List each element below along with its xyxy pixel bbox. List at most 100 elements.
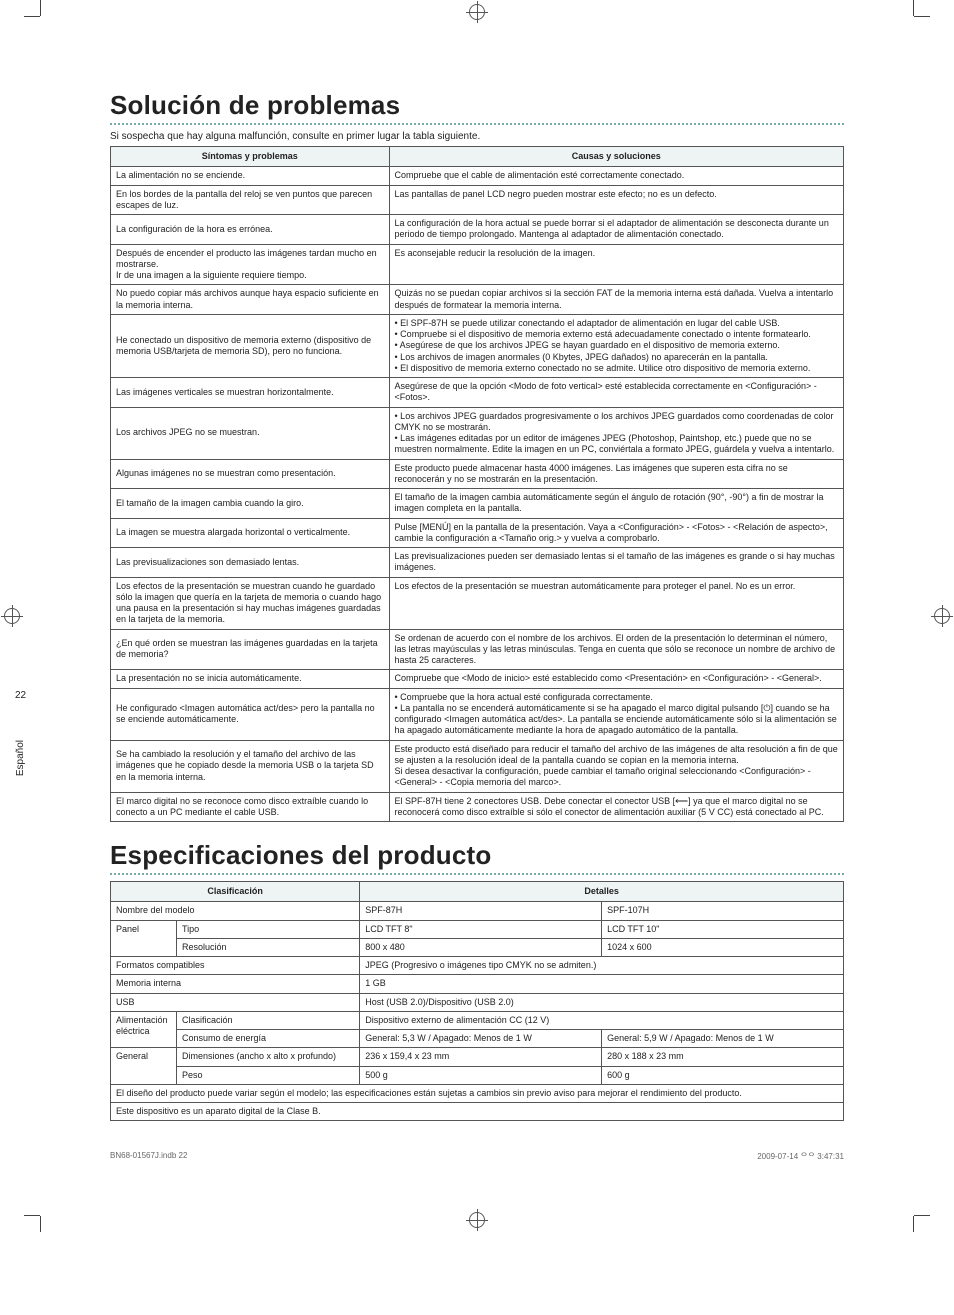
spec-value: SPF-107H	[602, 902, 844, 920]
troubleshoot-heading: Solución de problemas	[110, 90, 844, 121]
spec-label: General	[111, 1048, 177, 1085]
spec-sublabel: Consumo de energía	[176, 1030, 359, 1048]
symptom-cell: Después de encender el producto las imág…	[111, 244, 390, 285]
specs-table: Clasificación Detalles Nombre del modelo…	[110, 881, 844, 1121]
table-row: Se ha cambiado la resolución y el tamaño…	[111, 740, 844, 792]
cause-cell: Las previsualizaciones pueden ser demasi…	[389, 548, 843, 578]
crop-mark	[913, 1216, 914, 1232]
language-label: Español	[15, 740, 26, 776]
specs-th-details: Detalles	[360, 882, 844, 902]
spec-value: LCD TFT 10"	[602, 920, 844, 938]
page-footer: BN68-01567J.indb 22 2009-07-14 ᄋᄋ 3:47:3…	[110, 1151, 844, 1162]
symptom-cell: La presentación no se inicia automáticam…	[111, 670, 390, 688]
cause-cell: • El SPF-87H se puede utilizar conectand…	[389, 314, 843, 377]
crop-mark	[40, 0, 41, 16]
specs-heading: Especificaciones del producto	[110, 840, 844, 871]
specs-footnote: Este dispositivo es un aparato digital d…	[111, 1103, 844, 1121]
spec-sublabel: Tipo	[176, 920, 359, 938]
symptom-cell: Las imágenes verticales se muestran hori…	[111, 378, 390, 408]
cause-cell: La configuración de la hora actual se pu…	[389, 215, 843, 245]
cause-cell: Este producto puede almacenar hasta 4000…	[389, 459, 843, 489]
troubleshoot-table: Síntomas y problemas Causas y soluciones…	[110, 146, 844, 822]
spec-sublabel: Resolución	[176, 938, 359, 956]
crop-mark	[24, 16, 40, 17]
spec-value: Host (USB 2.0)/Dispositivo (USB 2.0)	[360, 993, 844, 1011]
cause-cell: Es aconsejable reducir la resolución de …	[389, 244, 843, 285]
crop-mark	[913, 0, 914, 16]
spec-sublabel: Peso	[176, 1066, 359, 1084]
cause-cell: Quizás no se puedan copiar archivos si l…	[389, 285, 843, 315]
dotted-rule	[110, 123, 844, 125]
spec-label: Memoria interna	[111, 975, 360, 993]
cause-cell: Se ordenan de acuerdo con el nombre de l…	[389, 629, 843, 670]
symptom-cell: Las previsualizaciones son demasiado len…	[111, 548, 390, 578]
registration-mark-icon	[469, 1212, 485, 1228]
symptom-cell: Algunas imágenes no se muestran como pre…	[111, 459, 390, 489]
spec-value: Dispositivo externo de alimentación CC (…	[360, 1011, 844, 1029]
spec-value: General: 5,3 W / Apagado: Menos de 1 W	[360, 1030, 602, 1048]
page-content: 22 Español Solución de problemas Si sosp…	[50, 40, 904, 1192]
symptom-cell: No puedo copiar más archivos aunque haya…	[111, 285, 390, 315]
cause-cell: Compruebe que el cable de alimentación e…	[389, 167, 843, 185]
cause-cell: El SPF-87H tiene 2 conectores USB. Debe …	[389, 792, 843, 822]
spec-label: Nombre del modelo	[111, 902, 360, 920]
cause-cell: Los efectos de la presentación se muestr…	[389, 577, 843, 629]
spec-sublabel: Dimensiones (ancho x alto x profundo)	[176, 1048, 359, 1066]
spec-value: General: 5,9 W / Apagado: Menos de 1 W	[602, 1030, 844, 1048]
symptom-cell: La alimentación no se enciende.	[111, 167, 390, 185]
spec-sublabel: Clasificación	[176, 1011, 359, 1029]
table-row: El marco digital no se reconoce como dis…	[111, 792, 844, 822]
spec-value: SPF-87H	[360, 902, 602, 920]
spec-value: 1 GB	[360, 975, 844, 993]
table-row: La alimentación no se enciende.Compruebe…	[111, 167, 844, 185]
spec-value: 800 x 480	[360, 938, 602, 956]
spec-value: 1024 x 600	[602, 938, 844, 956]
cause-cell: Este producto está diseñado para reducir…	[389, 740, 843, 792]
symptom-cell: Se ha cambiado la resolución y el tamaño…	[111, 740, 390, 792]
table-row: El tamaño de la imagen cambia cuando la …	[111, 489, 844, 519]
troubleshoot-intro: Si sospecha que hay alguna malfunción, c…	[110, 131, 844, 142]
spec-label: USB	[111, 993, 360, 1011]
table-row: Las previsualizaciones son demasiado len…	[111, 548, 844, 578]
page-number: 22	[15, 690, 26, 701]
crop-mark	[914, 1215, 930, 1216]
symptom-cell: El tamaño de la imagen cambia cuando la …	[111, 489, 390, 519]
symptom-cell: Los efectos de la presentación se muestr…	[111, 577, 390, 629]
symptom-cell: He configurado <Imagen automática act/de…	[111, 688, 390, 740]
table-row: ¿En qué orden se muestran las imágenes g…	[111, 629, 844, 670]
troubleshoot-th-symptoms: Síntomas y problemas	[111, 147, 390, 167]
cause-cell: Asegúrese de que la opción <Modo de foto…	[389, 378, 843, 408]
symptom-cell: ¿En qué orden se muestran las imágenes g…	[111, 629, 390, 670]
table-row: Algunas imágenes no se muestran como pre…	[111, 459, 844, 489]
table-row: Los efectos de la presentación se muestr…	[111, 577, 844, 629]
spec-value: 280 x 188 x 23 mm	[602, 1048, 844, 1066]
registration-mark-icon	[469, 4, 485, 20]
cause-cell: Las pantallas de panel LCD negro pueden …	[389, 185, 843, 215]
spec-label: Panel	[111, 920, 177, 957]
table-row: La imagen se muestra alargada horizontal…	[111, 518, 844, 548]
symptom-cell: La imagen se muestra alargada horizontal…	[111, 518, 390, 548]
table-row: La presentación no se inicia automáticam…	[111, 670, 844, 688]
cause-cell: • Compruebe que la hora actual esté conf…	[389, 688, 843, 740]
crop-mark	[24, 1215, 40, 1216]
symptom-cell: La configuración de la hora es errónea.	[111, 215, 390, 245]
cause-cell: Compruebe que <Modo de inicio> esté esta…	[389, 670, 843, 688]
footer-left: BN68-01567J.indb 22	[110, 1151, 187, 1162]
table-row: No puedo copiar más archivos aunque haya…	[111, 285, 844, 315]
cause-cell: El tamaño de la imagen cambia automática…	[389, 489, 843, 519]
table-row: Las imágenes verticales se muestran hori…	[111, 378, 844, 408]
symptom-cell: He conectado un dispositivo de memoria e…	[111, 314, 390, 377]
table-row: Los archivos JPEG no se muestran.• Los a…	[111, 407, 844, 459]
cause-cell: • Los archivos JPEG guardados progresiva…	[389, 407, 843, 459]
symptom-cell: El marco digital no se reconoce como dis…	[111, 792, 390, 822]
footer-right: 2009-07-14 ᄋᄋ 3:47:31	[757, 1151, 844, 1162]
spec-value: LCD TFT 8"	[360, 920, 602, 938]
table-row: He configurado <Imagen automática act/de…	[111, 688, 844, 740]
cause-cell: Pulse [MENÚ] en la pantalla de la presen…	[389, 518, 843, 548]
specs-footnote: El diseño del producto puede variar segú…	[111, 1084, 844, 1102]
crop-mark	[914, 16, 930, 17]
symptom-cell: En los bordes de la pantalla del reloj s…	[111, 185, 390, 215]
crop-mark	[40, 1216, 41, 1232]
table-row: En los bordes de la pantalla del reloj s…	[111, 185, 844, 215]
spec-label: Alimentación eléctrica	[111, 1011, 177, 1048]
